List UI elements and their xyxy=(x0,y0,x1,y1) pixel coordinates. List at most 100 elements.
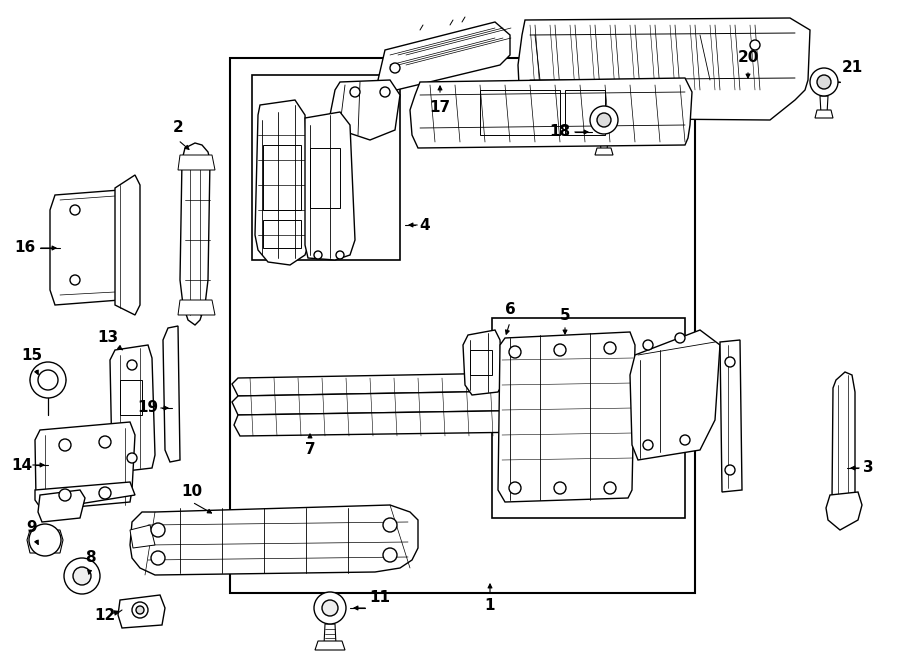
Polygon shape xyxy=(378,22,510,92)
Circle shape xyxy=(322,600,338,616)
Text: 7: 7 xyxy=(305,442,315,457)
Text: 13: 13 xyxy=(97,330,119,346)
Text: 17: 17 xyxy=(429,100,451,116)
Polygon shape xyxy=(110,345,155,472)
Text: 3: 3 xyxy=(863,461,873,475)
Polygon shape xyxy=(30,365,66,395)
Circle shape xyxy=(73,567,91,585)
Circle shape xyxy=(151,551,165,565)
Text: 14: 14 xyxy=(12,457,32,473)
Circle shape xyxy=(590,106,618,134)
Polygon shape xyxy=(305,112,355,260)
Circle shape xyxy=(390,63,400,73)
Circle shape xyxy=(725,357,735,367)
Bar xyxy=(480,90,560,135)
Circle shape xyxy=(70,275,80,285)
Circle shape xyxy=(38,370,58,390)
Text: 2: 2 xyxy=(173,120,184,136)
Polygon shape xyxy=(35,482,135,510)
Polygon shape xyxy=(180,143,210,325)
Bar xyxy=(565,90,605,135)
Polygon shape xyxy=(324,624,336,645)
Text: 16: 16 xyxy=(14,241,36,256)
Bar xyxy=(263,220,301,248)
Circle shape xyxy=(127,360,137,370)
Circle shape xyxy=(643,440,653,450)
Text: 15: 15 xyxy=(22,348,42,362)
Circle shape xyxy=(810,68,838,96)
Circle shape xyxy=(725,465,735,475)
Circle shape xyxy=(99,487,111,499)
Polygon shape xyxy=(27,530,63,553)
Bar xyxy=(263,145,301,210)
Text: 11: 11 xyxy=(370,590,391,605)
Circle shape xyxy=(604,342,616,354)
Circle shape xyxy=(136,606,144,614)
Circle shape xyxy=(350,87,360,97)
Circle shape xyxy=(99,436,111,448)
Polygon shape xyxy=(50,190,125,305)
Circle shape xyxy=(597,113,611,127)
Polygon shape xyxy=(518,18,810,120)
Circle shape xyxy=(554,344,566,356)
Bar xyxy=(470,350,492,375)
Polygon shape xyxy=(600,134,608,152)
Circle shape xyxy=(817,75,831,89)
Circle shape xyxy=(383,518,397,532)
Circle shape xyxy=(314,592,346,624)
Circle shape xyxy=(380,87,390,97)
Polygon shape xyxy=(832,372,855,515)
Circle shape xyxy=(554,482,566,494)
Circle shape xyxy=(151,523,165,537)
Circle shape xyxy=(643,340,653,350)
Polygon shape xyxy=(234,408,683,436)
Polygon shape xyxy=(315,641,345,650)
Bar xyxy=(230,58,695,593)
Polygon shape xyxy=(163,326,180,462)
Polygon shape xyxy=(463,330,502,395)
Polygon shape xyxy=(630,330,720,460)
Circle shape xyxy=(64,558,100,594)
Circle shape xyxy=(750,40,760,50)
Polygon shape xyxy=(820,96,828,114)
Circle shape xyxy=(675,333,685,343)
Circle shape xyxy=(30,362,66,398)
Polygon shape xyxy=(720,340,742,492)
Circle shape xyxy=(70,205,80,215)
Text: 21: 21 xyxy=(842,61,862,75)
Text: 9: 9 xyxy=(27,520,37,535)
Text: 19: 19 xyxy=(138,401,158,416)
Polygon shape xyxy=(232,388,685,415)
Bar xyxy=(310,148,340,208)
Polygon shape xyxy=(178,155,215,170)
Circle shape xyxy=(336,251,344,259)
Polygon shape xyxy=(130,505,418,575)
Polygon shape xyxy=(232,370,685,396)
Text: 6: 6 xyxy=(505,303,516,317)
Circle shape xyxy=(509,482,521,494)
Text: 5: 5 xyxy=(560,307,571,323)
Bar xyxy=(252,75,400,260)
Text: 10: 10 xyxy=(182,485,202,500)
Polygon shape xyxy=(330,80,400,140)
Polygon shape xyxy=(115,175,140,315)
Polygon shape xyxy=(130,525,155,548)
Text: 12: 12 xyxy=(94,607,115,623)
Text: 20: 20 xyxy=(737,50,759,65)
Polygon shape xyxy=(410,78,692,148)
Circle shape xyxy=(314,251,322,259)
Circle shape xyxy=(127,453,137,463)
Circle shape xyxy=(680,435,690,445)
Polygon shape xyxy=(826,492,862,530)
Polygon shape xyxy=(118,595,165,628)
Polygon shape xyxy=(38,490,85,522)
Bar xyxy=(120,380,142,415)
Circle shape xyxy=(383,548,397,562)
Circle shape xyxy=(132,602,148,618)
Text: 18: 18 xyxy=(549,124,571,139)
Circle shape xyxy=(59,489,71,501)
Polygon shape xyxy=(498,332,635,502)
Polygon shape xyxy=(255,100,310,265)
Circle shape xyxy=(604,482,616,494)
Text: 8: 8 xyxy=(85,551,95,566)
